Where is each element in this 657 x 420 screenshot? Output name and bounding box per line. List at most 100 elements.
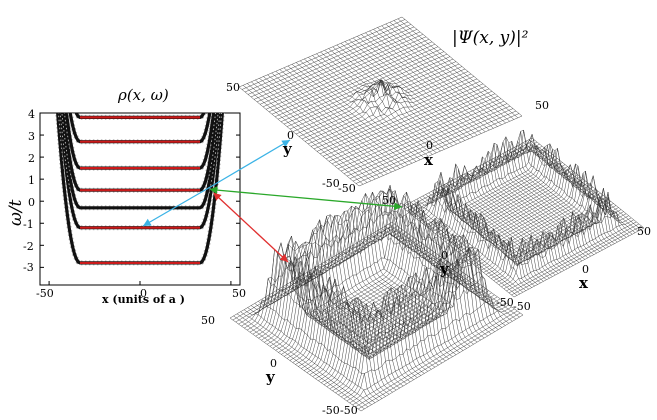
grid-line — [229, 317, 362, 412]
grid-line — [502, 140, 615, 244]
x-tick-label: 0 — [140, 287, 147, 300]
grid-line — [425, 172, 538, 285]
center-x50-label: 50 — [535, 99, 549, 112]
center-y-axis-label: y — [283, 140, 292, 158]
grid-line — [478, 143, 591, 257]
grid-line — [242, 85, 364, 185]
grid-line — [475, 154, 589, 258]
grid-line — [291, 64, 413, 164]
grid-line — [413, 200, 526, 291]
grid-line — [289, 229, 422, 376]
grid-line — [275, 240, 407, 385]
grid-line — [388, 223, 520, 318]
center-y0-label: 0 — [287, 129, 294, 142]
grid-line — [404, 205, 518, 296]
y-tick-marks — [40, 112, 240, 268]
center-xm50-label: -50 — [338, 182, 356, 195]
grid-line — [428, 183, 541, 284]
grid-line — [391, 221, 524, 316]
grid-line — [321, 211, 453, 357]
edge-x-axis-label: x — [579, 274, 588, 292]
grid-line — [299, 60, 421, 160]
grid-line — [528, 139, 642, 230]
grid-line — [336, 44, 457, 145]
edge-ym50-label: -50 — [496, 296, 514, 309]
grid-line — [283, 67, 404, 167]
edge-x0-label: 0 — [582, 263, 589, 276]
grid-line — [308, 57, 429, 157]
grid-line — [493, 142, 606, 249]
grid-line — [344, 41, 466, 141]
grid-line — [304, 58, 425, 159]
grid-line — [271, 72, 392, 173]
grid-line — [460, 165, 574, 266]
grid-line — [484, 153, 597, 254]
spectral-plot — [39, 112, 241, 286]
grid-line — [503, 219, 634, 289]
grid-line — [416, 195, 529, 290]
arrow-to-bulk — [213, 192, 289, 263]
grid-line — [499, 151, 612, 246]
grid-line — [417, 129, 548, 220]
grid-line — [514, 133, 627, 238]
grid-line — [312, 55, 433, 155]
grid-line — [316, 53, 437, 153]
grid-line — [247, 300, 379, 401]
edge-xm50-label: -50 — [513, 300, 531, 313]
grid-line — [531, 137, 645, 229]
band-curve — [60, 113, 220, 210]
grid-line — [236, 313, 369, 407]
arrow-center-link — [211, 139, 291, 187]
grid-line — [410, 202, 524, 293]
y-tick-label: -3 — [23, 261, 34, 274]
grid-line — [282, 241, 414, 380]
grid-line — [361, 34, 482, 134]
grid-line — [455, 174, 568, 269]
grid-line — [243, 309, 376, 403]
grid-line — [320, 51, 441, 152]
grid-line — [314, 215, 446, 362]
grid-line — [263, 76, 384, 176]
grid-line — [293, 226, 425, 374]
grid-line — [370, 212, 503, 328]
grid-line — [431, 185, 544, 282]
grid-line — [443, 169, 556, 276]
grid-line — [348, 39, 470, 139]
grid-line — [446, 176, 559, 274]
grid-line — [377, 27, 498, 127]
grid-line — [385, 23, 506, 124]
grid-line — [279, 69, 400, 169]
x-tick-label: -50 — [36, 287, 54, 300]
grid-line — [365, 32, 486, 132]
grid-line — [522, 142, 636, 233]
grid-line — [296, 219, 429, 372]
surface-edge-state — [401, 129, 645, 298]
grid-line — [508, 130, 621, 241]
grid-line — [397, 18, 519, 118]
grid-line — [340, 43, 462, 143]
grid-line — [268, 235, 400, 389]
grid-line — [238, 227, 401, 325]
grid-line — [369, 30, 490, 131]
grid-line — [317, 216, 450, 359]
grid-line — [269, 194, 433, 347]
center-y50-label: 50 — [226, 81, 240, 94]
grid-line — [352, 37, 474, 138]
bulk-y-axis-label: y — [266, 368, 275, 386]
y-tick-label: 1 — [28, 174, 35, 187]
grid-line — [463, 167, 577, 265]
grid-line — [275, 71, 396, 171]
x-axis-label: x (units of a ) — [102, 293, 185, 306]
center-ym50-label: -50 — [322, 177, 340, 190]
grid-line — [373, 29, 494, 129]
grid-line — [328, 48, 449, 148]
band-curves — [55, 113, 225, 266]
grid-line — [401, 16, 523, 117]
y-tick-label: 0 — [28, 196, 35, 209]
grid-line — [381, 228, 513, 322]
grid-line — [525, 140, 639, 232]
center-x-axis-label: x — [424, 151, 433, 169]
grid-line — [389, 22, 510, 122]
grid-line — [240, 311, 372, 405]
